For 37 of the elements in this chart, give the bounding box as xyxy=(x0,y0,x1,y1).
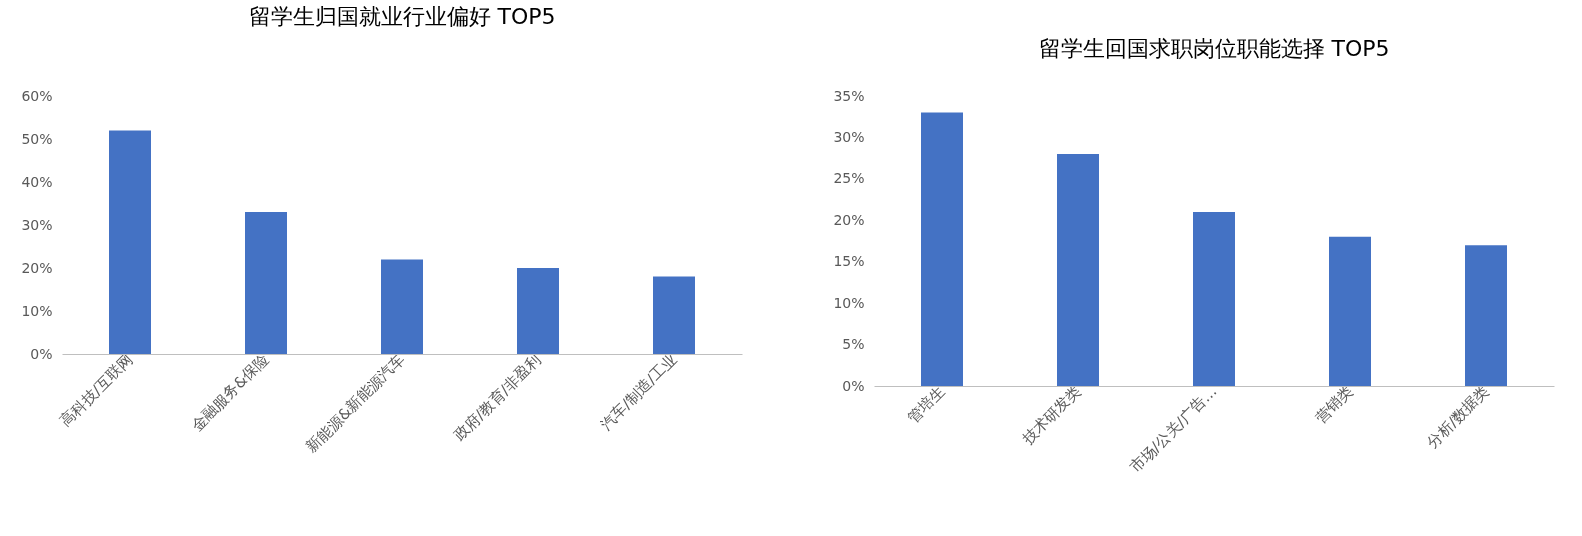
x-tick-label: 分析/数据类 xyxy=(1423,382,1493,452)
x-tick-label: 高科技/互联网 xyxy=(56,350,137,431)
y-tick-label: 20% xyxy=(833,211,865,228)
bar xyxy=(921,112,963,386)
chart-title: 留学生回国求职岗位职能选择 TOP5 xyxy=(1038,36,1390,61)
y-tick-label: 0% xyxy=(30,345,53,362)
y-tick-label: 0% xyxy=(842,377,865,394)
y-tick-label: 60% xyxy=(21,87,53,104)
y-tick-label: 40% xyxy=(21,173,53,190)
x-tick-label: 管培生 xyxy=(903,382,949,427)
bar xyxy=(245,212,287,354)
bar xyxy=(381,259,423,354)
x-tick-label: 汽车/制造/工业 xyxy=(596,350,681,434)
y-tick-label: 35% xyxy=(833,87,865,104)
x-tick-label: 技术研发类 xyxy=(1017,382,1085,449)
y-tick-label: 20% xyxy=(21,259,53,276)
x-tick-label: 新能源&新能源汽车 xyxy=(302,350,409,456)
y-tick-label: 5% xyxy=(842,336,865,353)
bar xyxy=(1465,245,1507,386)
bar xyxy=(1057,154,1099,386)
x-tick-label: 金融服务&保险 xyxy=(187,350,273,435)
bar xyxy=(1329,236,1371,386)
bar xyxy=(517,268,559,354)
x-tick-label: 营销类 xyxy=(1311,382,1357,427)
x-tick-label: 市场/公关/广告… xyxy=(1126,382,1221,477)
bar xyxy=(653,276,695,354)
chart-title: 留学生归国就业行业偏好 TOP5 xyxy=(248,4,556,29)
y-tick-label: 25% xyxy=(833,170,865,187)
bar xyxy=(109,130,151,354)
y-tick-label: 15% xyxy=(833,253,865,270)
y-tick-label: 10% xyxy=(21,302,53,319)
y-tick-label: 30% xyxy=(833,128,865,145)
bar xyxy=(1193,212,1235,386)
y-tick-label: 50% xyxy=(21,130,53,147)
y-tick-label: 30% xyxy=(21,216,53,233)
x-tick-label: 政府/教育/非盈利 xyxy=(450,350,545,445)
y-tick-label: 10% xyxy=(833,294,865,311)
